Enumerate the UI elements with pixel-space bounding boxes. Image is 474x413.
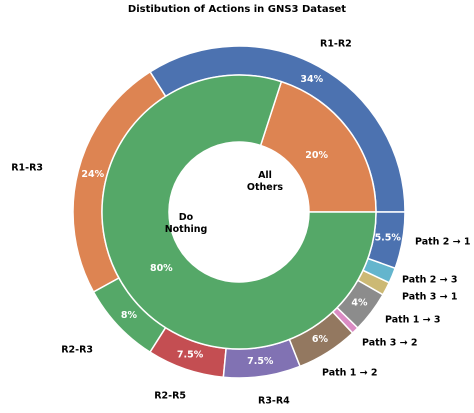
slice-label: R2-R5	[154, 391, 186, 402]
value-label: 80%	[150, 263, 173, 274]
value-label: 20%	[305, 150, 328, 161]
value-label: 4%	[351, 298, 368, 309]
slice-label: R1-R3	[11, 163, 43, 174]
slice-label: Path 2 → 1	[415, 237, 471, 248]
value-label: 24%	[81, 169, 104, 180]
slice-label: Path 2 → 3	[402, 275, 458, 286]
slice-label: All Others	[246, 170, 284, 193]
slice	[259, 80, 377, 213]
slice-label: Do Nothing	[164, 212, 208, 235]
value-label: 6%	[312, 334, 329, 345]
value-label: 7.5%	[247, 356, 274, 367]
slice-label: Path 1 → 3	[385, 315, 441, 326]
slice-label: Path 3 → 2	[362, 338, 418, 349]
slice-label: Path 1 → 2	[322, 368, 378, 379]
slice	[101, 74, 377, 350]
slice-label: Path 3 → 1	[402, 292, 458, 303]
slice-label: R1-R2	[320, 39, 352, 50]
chart-title: Distibution of Actions in GNS3 Dataset	[128, 4, 346, 15]
slice-label: R2-R3	[61, 345, 93, 356]
slice-label: R3-R4	[258, 396, 290, 407]
value-label: 5.5%	[375, 232, 402, 243]
value-label: 8%	[121, 310, 138, 321]
value-label: 7.5%	[177, 349, 204, 360]
value-label: 34%	[300, 74, 323, 85]
